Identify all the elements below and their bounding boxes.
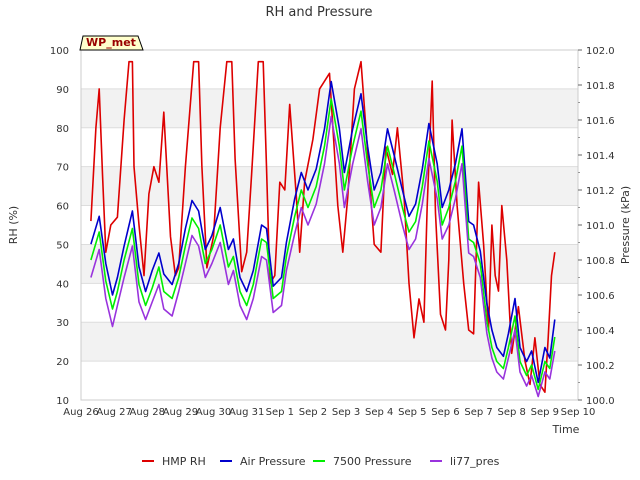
station-badge: WP_met [79, 35, 144, 51]
y-tick-label: 10 [56, 396, 69, 407]
x-tick-label: Sep 1 [266, 407, 294, 418]
y-tick-label: 20 [56, 357, 69, 368]
series-line-hmp-rh [90, 60, 556, 394]
station-badge-label: WP_met [86, 36, 136, 49]
x-axis-label: Time [552, 423, 580, 436]
y2-tick-label: 102.0 [586, 46, 615, 57]
legend-label: Air Pressure [240, 455, 306, 468]
y2-tick-label: 100.8 [586, 256, 615, 267]
x-tick-label: Aug 28 [130, 407, 165, 418]
x-tick-label: Sep 4 [365, 407, 393, 418]
x-tick-label: Sep 9 [531, 407, 559, 418]
y-tick-label: 70 [56, 163, 69, 174]
x-tick-label: Sep 3 [332, 407, 360, 418]
legend-label: li77_pres [450, 455, 500, 468]
y2-tick-label: 100.0 [586, 396, 615, 407]
x-tick-label: Sep 8 [498, 407, 526, 418]
x-tick-label: Sep 10 [561, 407, 596, 418]
x-tick-label: Aug 29 [163, 407, 198, 418]
series-line-7500-pressure [90, 98, 556, 391]
chart-title: RH and Pressure [265, 5, 372, 20]
y-tick-label: 60 [56, 202, 69, 213]
y-tick-label: 90 [56, 85, 69, 96]
legend: HMP RH Air Pressure 7500 Pressure li77_pres [142, 455, 500, 468]
y-tick-label: 30 [56, 318, 69, 329]
x-tick-label: Sep 2 [299, 407, 327, 418]
y2-tick-label: 100.2 [586, 361, 615, 372]
plot-band [81, 166, 578, 206]
legend-label: HMP RH [162, 455, 206, 468]
y2-tick-label: 101.4 [586, 151, 615, 162]
x-tick-label: Aug 27 [96, 407, 131, 418]
y2-tick-label: 101.6 [586, 116, 615, 127]
x-tick-label: Sep 7 [464, 407, 492, 418]
legend-label: 7500 Pressure [333, 455, 412, 468]
x-tick-label: Aug 31 [229, 407, 264, 418]
y2-tick-label: 101.8 [586, 81, 615, 92]
y2-tick-label: 101.2 [586, 186, 615, 197]
y-tick-label: 50 [56, 240, 69, 251]
y2-tick-label: 101.0 [586, 221, 615, 232]
series-line-air-pressure [90, 80, 556, 384]
x-tick-label: Sep 5 [398, 407, 426, 418]
x-tick-label: Aug 30 [196, 407, 231, 418]
x-tick-label: Sep 6 [431, 407, 459, 418]
y2-axis-label: Pressure (kPa) [619, 186, 632, 264]
tick-labels: 10 20 30 40 50 60 70 80 90 100 100.0 100.2 100.4 100.… [50, 46, 615, 418]
y-tick-label: 80 [56, 124, 69, 135]
y-tick-label: 40 [56, 279, 69, 290]
y2-tick-label: 100.6 [586, 291, 615, 302]
y-tick-label: 100 [50, 46, 69, 57]
y2-tick-label: 100.4 [586, 326, 615, 337]
series-line-li77-pres [90, 115, 556, 398]
x-tick-label: Aug 26 [63, 407, 98, 418]
series-lines [90, 60, 556, 398]
y-axis-label: RH (%) [7, 206, 20, 244]
